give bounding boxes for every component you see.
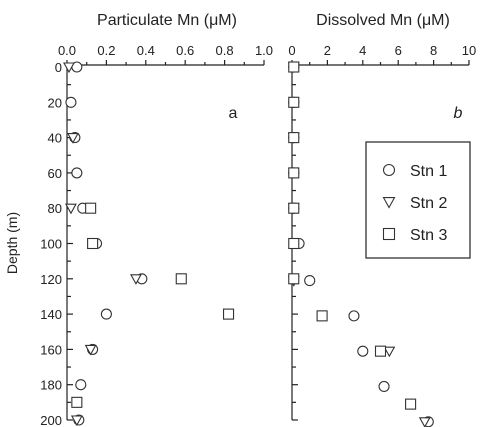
point-stn-3 xyxy=(316,310,328,322)
x-tick-label: 0.8 xyxy=(216,43,234,58)
point-stn-3 xyxy=(288,237,300,250)
x-tick-label: 4 xyxy=(359,43,366,58)
point-stn-1 xyxy=(378,380,390,393)
point-stn-2 xyxy=(84,344,97,356)
x-tick-label: 0.4 xyxy=(137,43,155,58)
point-stn-2 xyxy=(66,133,79,144)
point-stn-2 xyxy=(130,274,142,285)
panel-a-marks xyxy=(63,61,235,427)
y-tick-label: 40 xyxy=(48,131,62,146)
point-stn-1 xyxy=(71,167,83,179)
point-stn-1 xyxy=(100,308,112,320)
point-stn-2 xyxy=(65,203,77,215)
legend: Stn 1 Stn 2 Stn 3 xyxy=(365,141,471,259)
point-stn-3 xyxy=(288,132,300,144)
legend-label: Stn 1 xyxy=(410,163,447,180)
legend-marker xyxy=(382,197,396,209)
point-stn-3 xyxy=(87,237,99,250)
x-tick-label: 0.0 xyxy=(58,43,76,58)
x-tick-label: 6 xyxy=(395,43,402,58)
y-tick-label: 140 xyxy=(40,307,62,322)
y-tick-label: 60 xyxy=(48,166,62,181)
x-tick-label: 10 xyxy=(462,43,476,58)
point-stn-3 xyxy=(222,308,235,320)
y-tick-label: 20 xyxy=(48,95,62,110)
panel-b-marks xyxy=(287,61,434,427)
point-stn-3 xyxy=(85,202,97,214)
point-stn-1 xyxy=(357,345,369,357)
point-stn-2 xyxy=(70,415,83,427)
point-stn-3 xyxy=(71,396,83,408)
point-stn-3 xyxy=(288,202,300,214)
y-tick-label: 80 xyxy=(48,201,62,216)
point-stn-2 xyxy=(63,62,75,74)
panel-b-title: Dissolved Mn (μM) xyxy=(316,12,450,29)
y-tick-label: 160 xyxy=(40,342,62,357)
point-stn-1 xyxy=(304,275,316,287)
point-stn-2 xyxy=(383,346,396,358)
y-tick-label: 100 xyxy=(40,237,62,252)
panel-a: Particulate Mn (μM) 0.0 0.2 0.4 0.6 0.8 1.0 0… xyxy=(4,12,273,427)
x-tick-label: 1.0 xyxy=(255,43,273,58)
legend-label: Stn 2 xyxy=(410,195,447,212)
y-tick-label: 180 xyxy=(40,378,62,393)
panel-b-letter: b xyxy=(454,105,463,122)
x-tick-label: 0.6 xyxy=(176,43,194,58)
legend-marker xyxy=(382,163,396,177)
point-stn-3 xyxy=(405,398,417,410)
point-stn-3 xyxy=(175,273,187,285)
y-tick-label: 0 xyxy=(55,60,62,75)
point-stn-2 xyxy=(418,417,431,427)
point-stn-3 xyxy=(288,273,300,285)
point-stn-1 xyxy=(348,310,360,322)
x-tick-label: 0 xyxy=(288,43,295,58)
point-stn-1 xyxy=(75,379,87,391)
x-tick-label: 8 xyxy=(430,43,437,58)
legend-marker xyxy=(382,227,396,241)
panel-a-x-ticks: 0.0 0.2 0.4 0.6 0.8 1.0 xyxy=(58,43,273,65)
x-tick-label: 2 xyxy=(324,43,331,58)
x-tick-label: 0.2 xyxy=(97,43,115,58)
point-stn-3 xyxy=(288,96,300,108)
point-stn-1 xyxy=(65,96,77,108)
panel-a-y-ticks: 0 20 40 60 80 100 120 140 160 180 200 xyxy=(40,60,73,427)
y-tick-label: 120 xyxy=(40,272,62,287)
point-stn-3 xyxy=(374,345,387,357)
y-tick-label: 200 xyxy=(40,413,62,427)
point-stn-3 xyxy=(288,167,300,179)
panel-a-title: Particulate Mn (μM) xyxy=(97,12,237,29)
legend-label: Stn 3 xyxy=(410,227,447,244)
panel-a-y-label: Depth (m) xyxy=(4,212,20,274)
legend-items: Stn 1 Stn 2 Stn 3 xyxy=(382,163,447,244)
panel-a-letter: a xyxy=(229,105,238,122)
point-stn-3 xyxy=(288,61,300,73)
panel-b-x-ticks: 0 2 4 6 8 10 xyxy=(288,43,476,65)
